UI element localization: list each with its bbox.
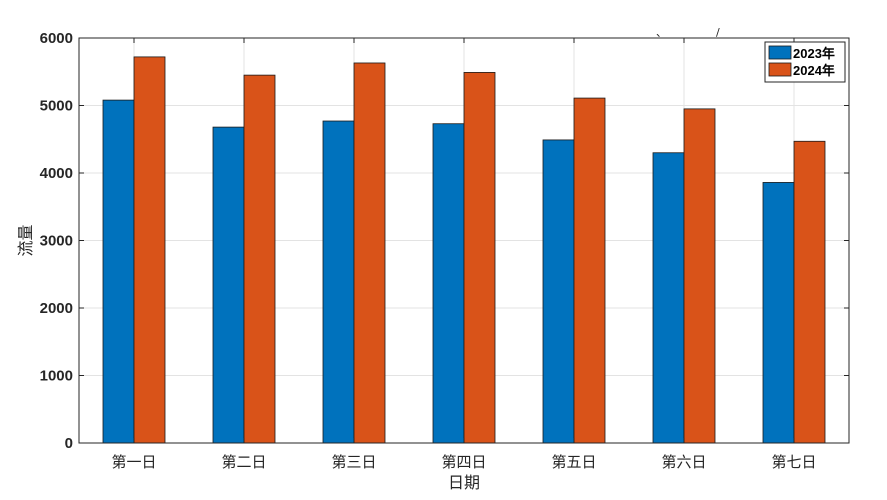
bar-2023年-第二日 — [212, 126, 245, 444]
y-tick-label: 6000 — [40, 30, 73, 47]
bar-2024年-第四日 — [463, 72, 496, 444]
x-tick-label: 第一日 — [111, 453, 156, 471]
bar-2024年-第六日 — [683, 108, 716, 444]
y-tick-label: 3000 — [40, 233, 73, 250]
bar-2023年-第五日 — [542, 139, 575, 444]
x-axis-ticks: 第一日 第二日 第三日 第四日 第五日 第六日 第七日 — [111, 38, 817, 471]
bar-2023年-第六日 — [652, 152, 685, 444]
bar-2024年-第二日 — [243, 74, 276, 444]
x-tick-label: 第六日 — [661, 453, 706, 471]
y-tick-label: 5000 — [40, 98, 73, 115]
bar-2024年-第一日 — [133, 56, 166, 444]
y-tick-label: 2000 — [40, 300, 73, 317]
x-tick-label: 第七日 — [771, 453, 816, 471]
x-tick-label: 第三日 — [331, 453, 376, 471]
bar-2024年-第三日 — [353, 62, 386, 444]
bar-2024年-第七日 — [793, 140, 826, 444]
x-tick-label: 第五日 — [551, 453, 596, 471]
y-tick-label: 4000 — [40, 165, 73, 182]
legend-swatch — [768, 62, 792, 77]
legend-label: 2023年 — [793, 46, 835, 61]
bar-2023年-第七日 — [762, 182, 795, 444]
stray-mark: / — [716, 26, 720, 39]
legend: 2023年 2024年 — [764, 41, 846, 83]
bar-2024年-第五日 — [573, 97, 606, 444]
legend-label: 2024年 — [793, 63, 835, 78]
x-axis-label: 日期 — [448, 473, 480, 492]
y-axis-ticks: 0 1000 2000 3000 4000 5000 6000 — [40, 30, 849, 452]
x-tick-label: 第二日 — [221, 453, 266, 471]
y-axis-label: 流量 — [16, 224, 35, 256]
bar-2023年-第三日 — [322, 120, 355, 444]
bar-2023年-第一日 — [102, 99, 135, 444]
stray-mark: 、 — [656, 26, 667, 39]
x-tick-label: 第四日 — [441, 453, 486, 471]
bars — [102, 56, 826, 444]
y-tick-label: 0 — [65, 435, 73, 452]
y-tick-label: 1000 — [40, 368, 73, 385]
legend-swatch — [768, 45, 792, 60]
bar-2023年-第四日 — [432, 123, 465, 444]
